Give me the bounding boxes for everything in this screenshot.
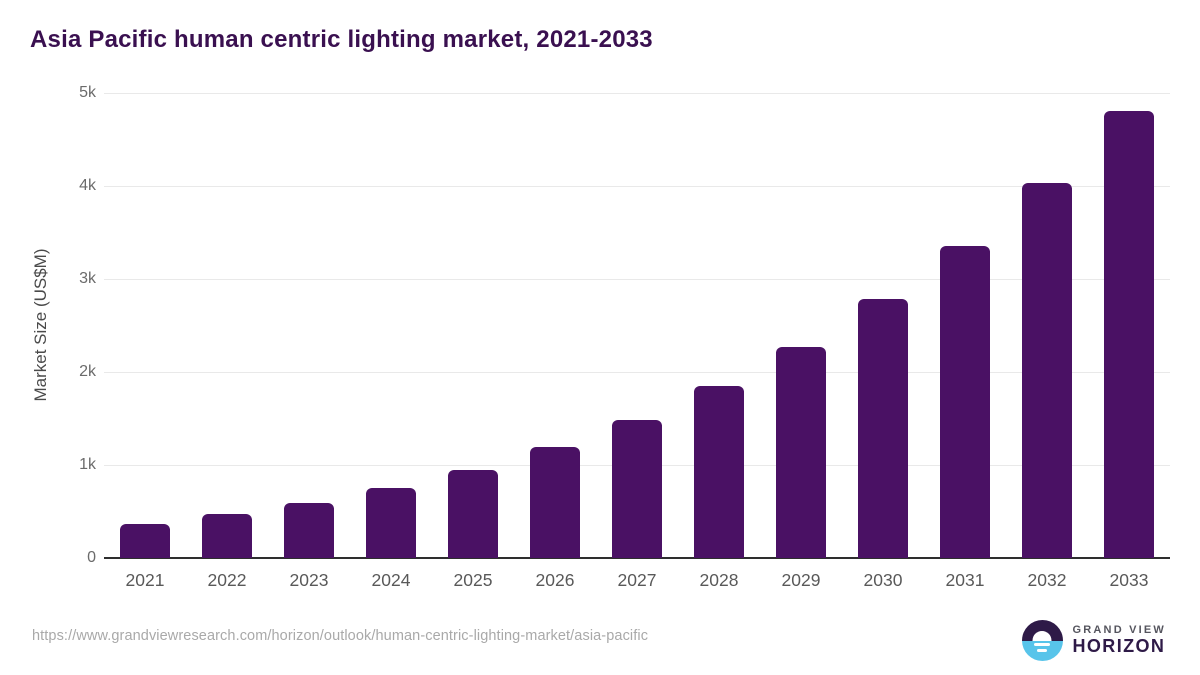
- logo-reflection-line-2: [1037, 649, 1047, 652]
- horizon-sun-icon: [1021, 620, 1063, 661]
- gridline-5k: [104, 93, 1170, 94]
- x-tick-label-2022: 2022: [207, 570, 247, 590]
- gridline-2k: [104, 372, 1170, 373]
- logo-product-name: HORIZON: [1072, 636, 1166, 657]
- x-tick-label-2026: 2026: [535, 570, 575, 590]
- bar-2027: [612, 420, 662, 558]
- source-url: https://www.grandviewresearch.com/horizo…: [32, 628, 649, 644]
- x-tick-label-2023: 2023: [289, 570, 329, 590]
- bar-2023: [284, 502, 334, 558]
- y-tick-label-5k: 5k: [79, 84, 96, 101]
- x-tick-label-2028: 2028: [699, 570, 739, 590]
- bar-2032: [1022, 183, 1072, 558]
- x-tick-label-2021: 2021: [125, 570, 165, 590]
- bar-2033: [1104, 111, 1154, 558]
- bar-chart-plot-area: [104, 93, 1170, 559]
- x-tick-label-2032: 2032: [1027, 570, 1067, 590]
- x-axis-line: [104, 557, 1170, 559]
- bar-2022: [202, 514, 252, 558]
- logo-icon-top-half: [1021, 620, 1063, 641]
- y-tick-label-0: 0: [87, 549, 96, 566]
- x-tick-label-2030: 2030: [863, 570, 903, 590]
- x-tick-label-2029: 2029: [781, 570, 821, 590]
- logo-text: GRAND VIEW HORIZON: [1073, 624, 1167, 657]
- y-tick-label-3k: 3k: [79, 270, 96, 287]
- x-tick-label-2033: 2033: [1109, 570, 1149, 590]
- bar-2028: [694, 386, 744, 558]
- y-tick-label-2k: 2k: [79, 363, 96, 380]
- bar-2021: [120, 524, 170, 558]
- bar-2026: [530, 446, 580, 558]
- y-tick-label-1k: 1k: [79, 456, 96, 473]
- x-tick-label-2025: 2025: [453, 570, 493, 590]
- logo-sun-shape: [1032, 631, 1052, 641]
- logo-brand-name: GRAND VIEW: [1072, 623, 1166, 636]
- gridline-4k: [104, 186, 1170, 187]
- x-tick-label-2027: 2027: [617, 570, 657, 590]
- logo-reflection-line-1: [1034, 643, 1050, 646]
- y-tick-label-4k: 4k: [79, 177, 96, 194]
- x-tick-label-2024: 2024: [371, 570, 411, 590]
- page-title: Asia Pacific human centric lighting mark…: [30, 26, 653, 53]
- x-tick-label-2031: 2031: [945, 570, 985, 590]
- bar-2024: [366, 487, 416, 558]
- y-axis-title: Market Size (US$M): [31, 248, 50, 402]
- bar-2029: [776, 346, 826, 558]
- bar-2031: [940, 246, 990, 558]
- bar-2025: [448, 470, 498, 558]
- grand-view-horizon-logo: GRAND VIEW HORIZON: [1021, 620, 1167, 661]
- gridline-3k: [104, 279, 1170, 280]
- bar-2030: [858, 299, 908, 558]
